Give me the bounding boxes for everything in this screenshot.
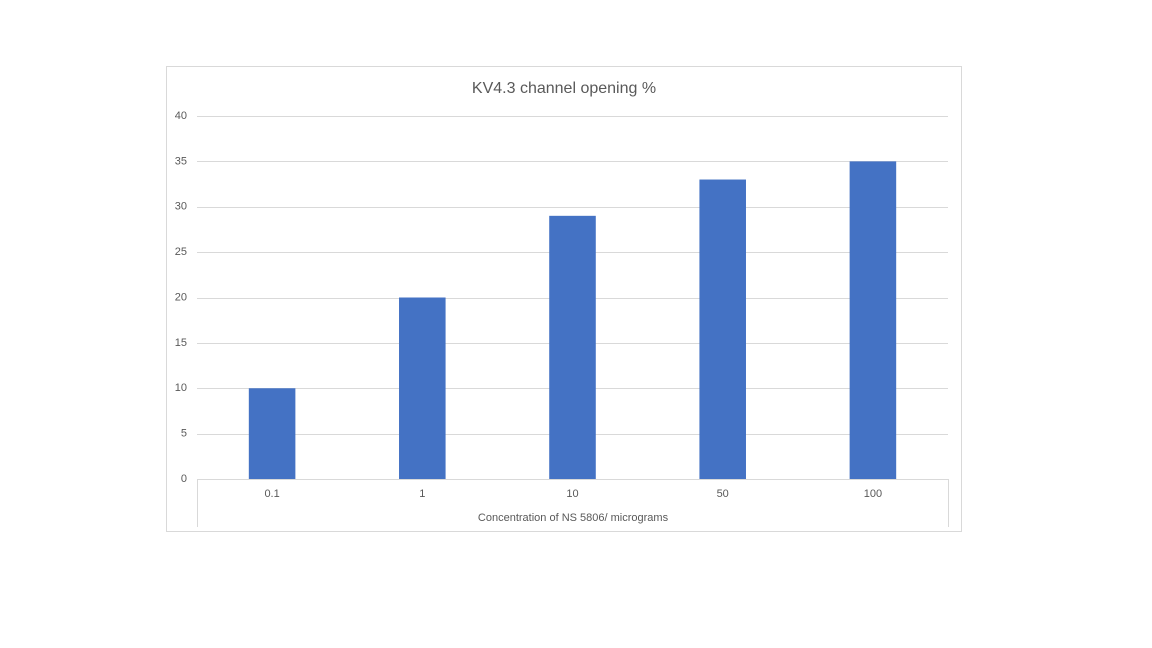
- chart-frame: [166, 66, 962, 532]
- x-tick-label: 100: [864, 488, 882, 500]
- bar: [549, 215, 596, 479]
- y-tick-label: 35: [175, 155, 187, 167]
- bar: [248, 388, 296, 479]
- y-tick-label: 0: [181, 473, 187, 485]
- y-tick-label: 5: [181, 428, 187, 440]
- x-axis-label: Concentration of NS 5806/ micrograms: [478, 512, 669, 524]
- y-tick-label: 25: [175, 246, 187, 258]
- x-tick-label: 10: [566, 488, 578, 500]
- y-tick-label: 10: [175, 382, 187, 394]
- y-tick-label: 30: [175, 201, 187, 213]
- chart-title: KV4.3 channel opening %: [472, 80, 656, 97]
- x-tick-label: 50: [717, 488, 729, 500]
- y-tick-label: 40: [175, 110, 187, 122]
- x-tick-label: 1: [419, 488, 425, 500]
- bar: [399, 297, 446, 479]
- bar: [699, 179, 746, 479]
- y-tick-label: 15: [175, 337, 187, 349]
- y-tick-label: 20: [175, 291, 187, 303]
- x-tick-label: 0.1: [264, 488, 279, 500]
- bar: [849, 161, 897, 479]
